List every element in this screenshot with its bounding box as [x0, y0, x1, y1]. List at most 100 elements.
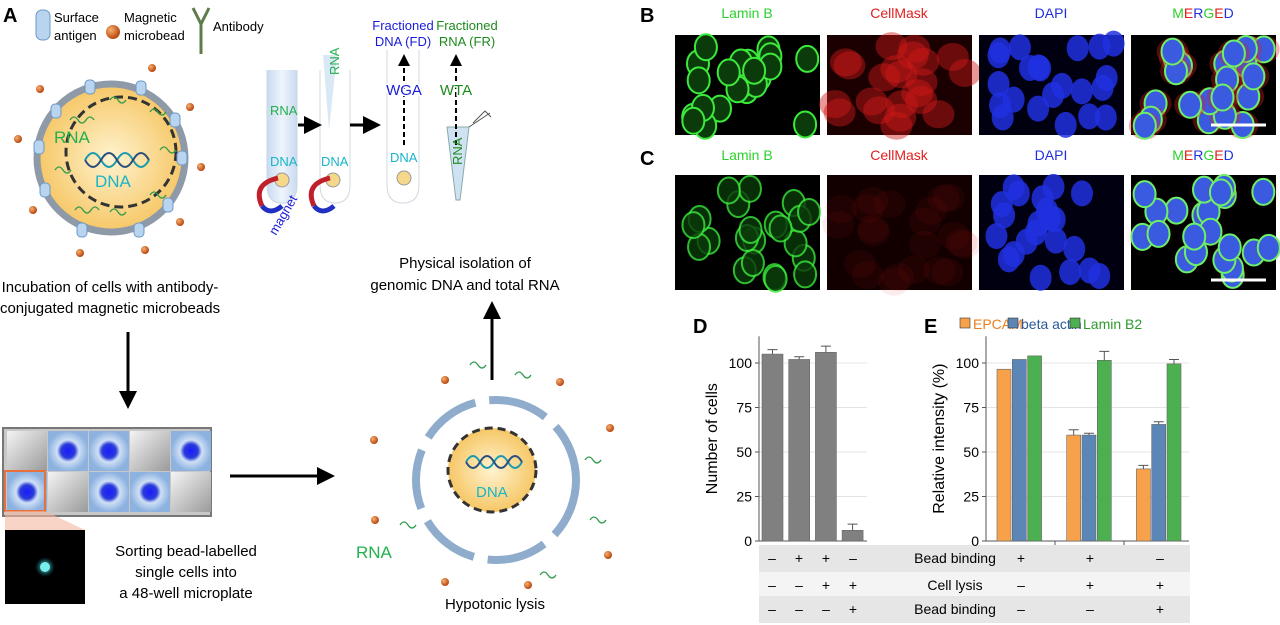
panelC-label: Lamin B	[721, 147, 772, 163]
tube3-dna-label: DNA	[390, 150, 418, 165]
panel-b-letter: B	[640, 5, 654, 27]
legend-swatch	[1007, 317, 1019, 329]
well-with-cell	[89, 472, 129, 512]
bar	[996, 368, 1012, 542]
sorting-caption-line2: single cells into	[135, 564, 237, 581]
condition-cell: –	[1017, 577, 1025, 593]
fr-label-line1: Fractioned	[436, 18, 497, 33]
panelC-image-lamin-b	[675, 174, 822, 293]
y-tick-label: 0	[744, 533, 752, 549]
error-bar	[847, 523, 858, 531]
bar	[1097, 360, 1112, 542]
condition-cell: –	[1086, 601, 1094, 617]
condition-label: Bead binding	[914, 550, 996, 566]
legend-swatch	[959, 317, 971, 329]
condition-label: Bead binding	[914, 601, 996, 617]
sorting-caption-line1: Sorting bead-labelled	[115, 543, 257, 560]
tube2-dna-label: DNA	[321, 154, 349, 169]
lysed-cell-illustration	[370, 361, 614, 589]
y-axis-label: Relative intensity (%)	[931, 364, 948, 514]
microplate-illustration	[2, 427, 212, 604]
bar	[1081, 434, 1097, 542]
bar	[841, 530, 864, 542]
bar	[815, 352, 837, 542]
condition-cell: –	[1017, 601, 1025, 617]
panelC-image-merged	[1126, 174, 1280, 290]
condition-label: Cell lysis	[927, 577, 982, 593]
y-tick-label: 50	[963, 444, 979, 460]
condition-cell: +	[795, 550, 803, 566]
panelC-merged-label: MERGED	[1172, 147, 1234, 163]
condition-cell: +	[822, 550, 830, 566]
legend-antigen-label: antigen	[54, 28, 97, 43]
condition-cell: +	[822, 577, 830, 593]
condition-cell: –	[795, 601, 803, 617]
panel-c-letter: C	[640, 148, 654, 170]
condition-row: – + + – Bead binding + + –	[759, 545, 1190, 572]
legend-item: beta actin	[1007, 316, 1082, 332]
legend-label: Lamin B2	[1083, 316, 1142, 332]
wta-label: WTA	[440, 82, 472, 99]
bar	[761, 353, 784, 542]
fr-label-line2: RNA (FR)	[439, 34, 495, 49]
incubation-caption-line1: Incubation of cells with antibody-	[2, 279, 219, 296]
error-bar	[794, 356, 805, 360]
panelB-merged-label: MERGED	[1172, 5, 1234, 21]
empty-well	[48, 472, 88, 512]
isolation-caption-line2: genomic DNA and total RNA	[370, 277, 559, 294]
labelled-cell-illustration	[14, 64, 205, 257]
y-tick-label: 100	[956, 355, 980, 371]
panelB-label: DAPI	[1035, 5, 1068, 21]
panelB-image-lamin-b	[675, 33, 820, 140]
y-tick-label: 25	[736, 489, 752, 505]
panelC-image-dapi	[979, 173, 1124, 291]
error-bar	[1068, 429, 1079, 436]
legend-microbead-label: microbead	[124, 28, 185, 43]
panelC-label: DAPI	[1035, 147, 1068, 163]
sorting-caption-line3: a 48-well microplate	[119, 585, 252, 602]
fd-label-line2: DNA (FD)	[375, 34, 431, 49]
panelB-image-merged	[1128, 35, 1280, 140]
error-bar	[1169, 358, 1179, 364]
tube1-rna-label: RNA	[270, 103, 298, 118]
empty-well	[7, 431, 47, 471]
legend-magnetic-label: Magnetic	[124, 10, 177, 25]
empty-well	[130, 431, 170, 471]
lysed-rna-label: RNA	[356, 543, 393, 562]
bar	[1136, 468, 1151, 542]
well-with-cell	[171, 431, 211, 471]
well-with-cell	[7, 472, 47, 512]
condition-cell: –	[822, 601, 830, 617]
well-with-cell	[48, 431, 88, 471]
microbead-icon	[106, 25, 120, 39]
panelC-image-cellmask	[822, 175, 981, 296]
condition-cell: +	[1086, 550, 1094, 566]
cell-rna-label: RNA	[54, 128, 91, 147]
surface-antigen-icon	[35, 9, 51, 41]
y-tick-label: 75	[963, 400, 979, 416]
condition-cell: –	[768, 601, 776, 617]
legend-label: beta actin	[1021, 316, 1082, 332]
isolation-caption-line1: Physical isolation of	[399, 255, 532, 272]
error-bar	[1138, 464, 1149, 469]
condition-cell: –	[795, 577, 803, 593]
error-bar	[767, 349, 778, 355]
condition-cell: +	[1086, 577, 1094, 593]
panel-d-letter: D	[693, 316, 707, 338]
error-bar	[1084, 432, 1094, 436]
wga-label: WGA	[386, 82, 422, 99]
condition-row: – – – + Bead binding – – +	[759, 596, 1190, 623]
well-with-cell	[89, 431, 129, 471]
well-with-cell	[130, 472, 170, 512]
condition-cell: +	[1156, 601, 1164, 617]
tube2-rna-label: RNA	[327, 47, 342, 75]
bar	[1066, 434, 1081, 542]
lysed-dna-label: DNA	[476, 484, 508, 501]
tube4-rna-label: RNA	[450, 137, 465, 165]
condition-cell: +	[849, 601, 857, 617]
empty-well	[171, 472, 211, 512]
bar	[1011, 359, 1027, 542]
y-tick-label: 75	[736, 400, 752, 416]
bar	[1166, 363, 1182, 542]
